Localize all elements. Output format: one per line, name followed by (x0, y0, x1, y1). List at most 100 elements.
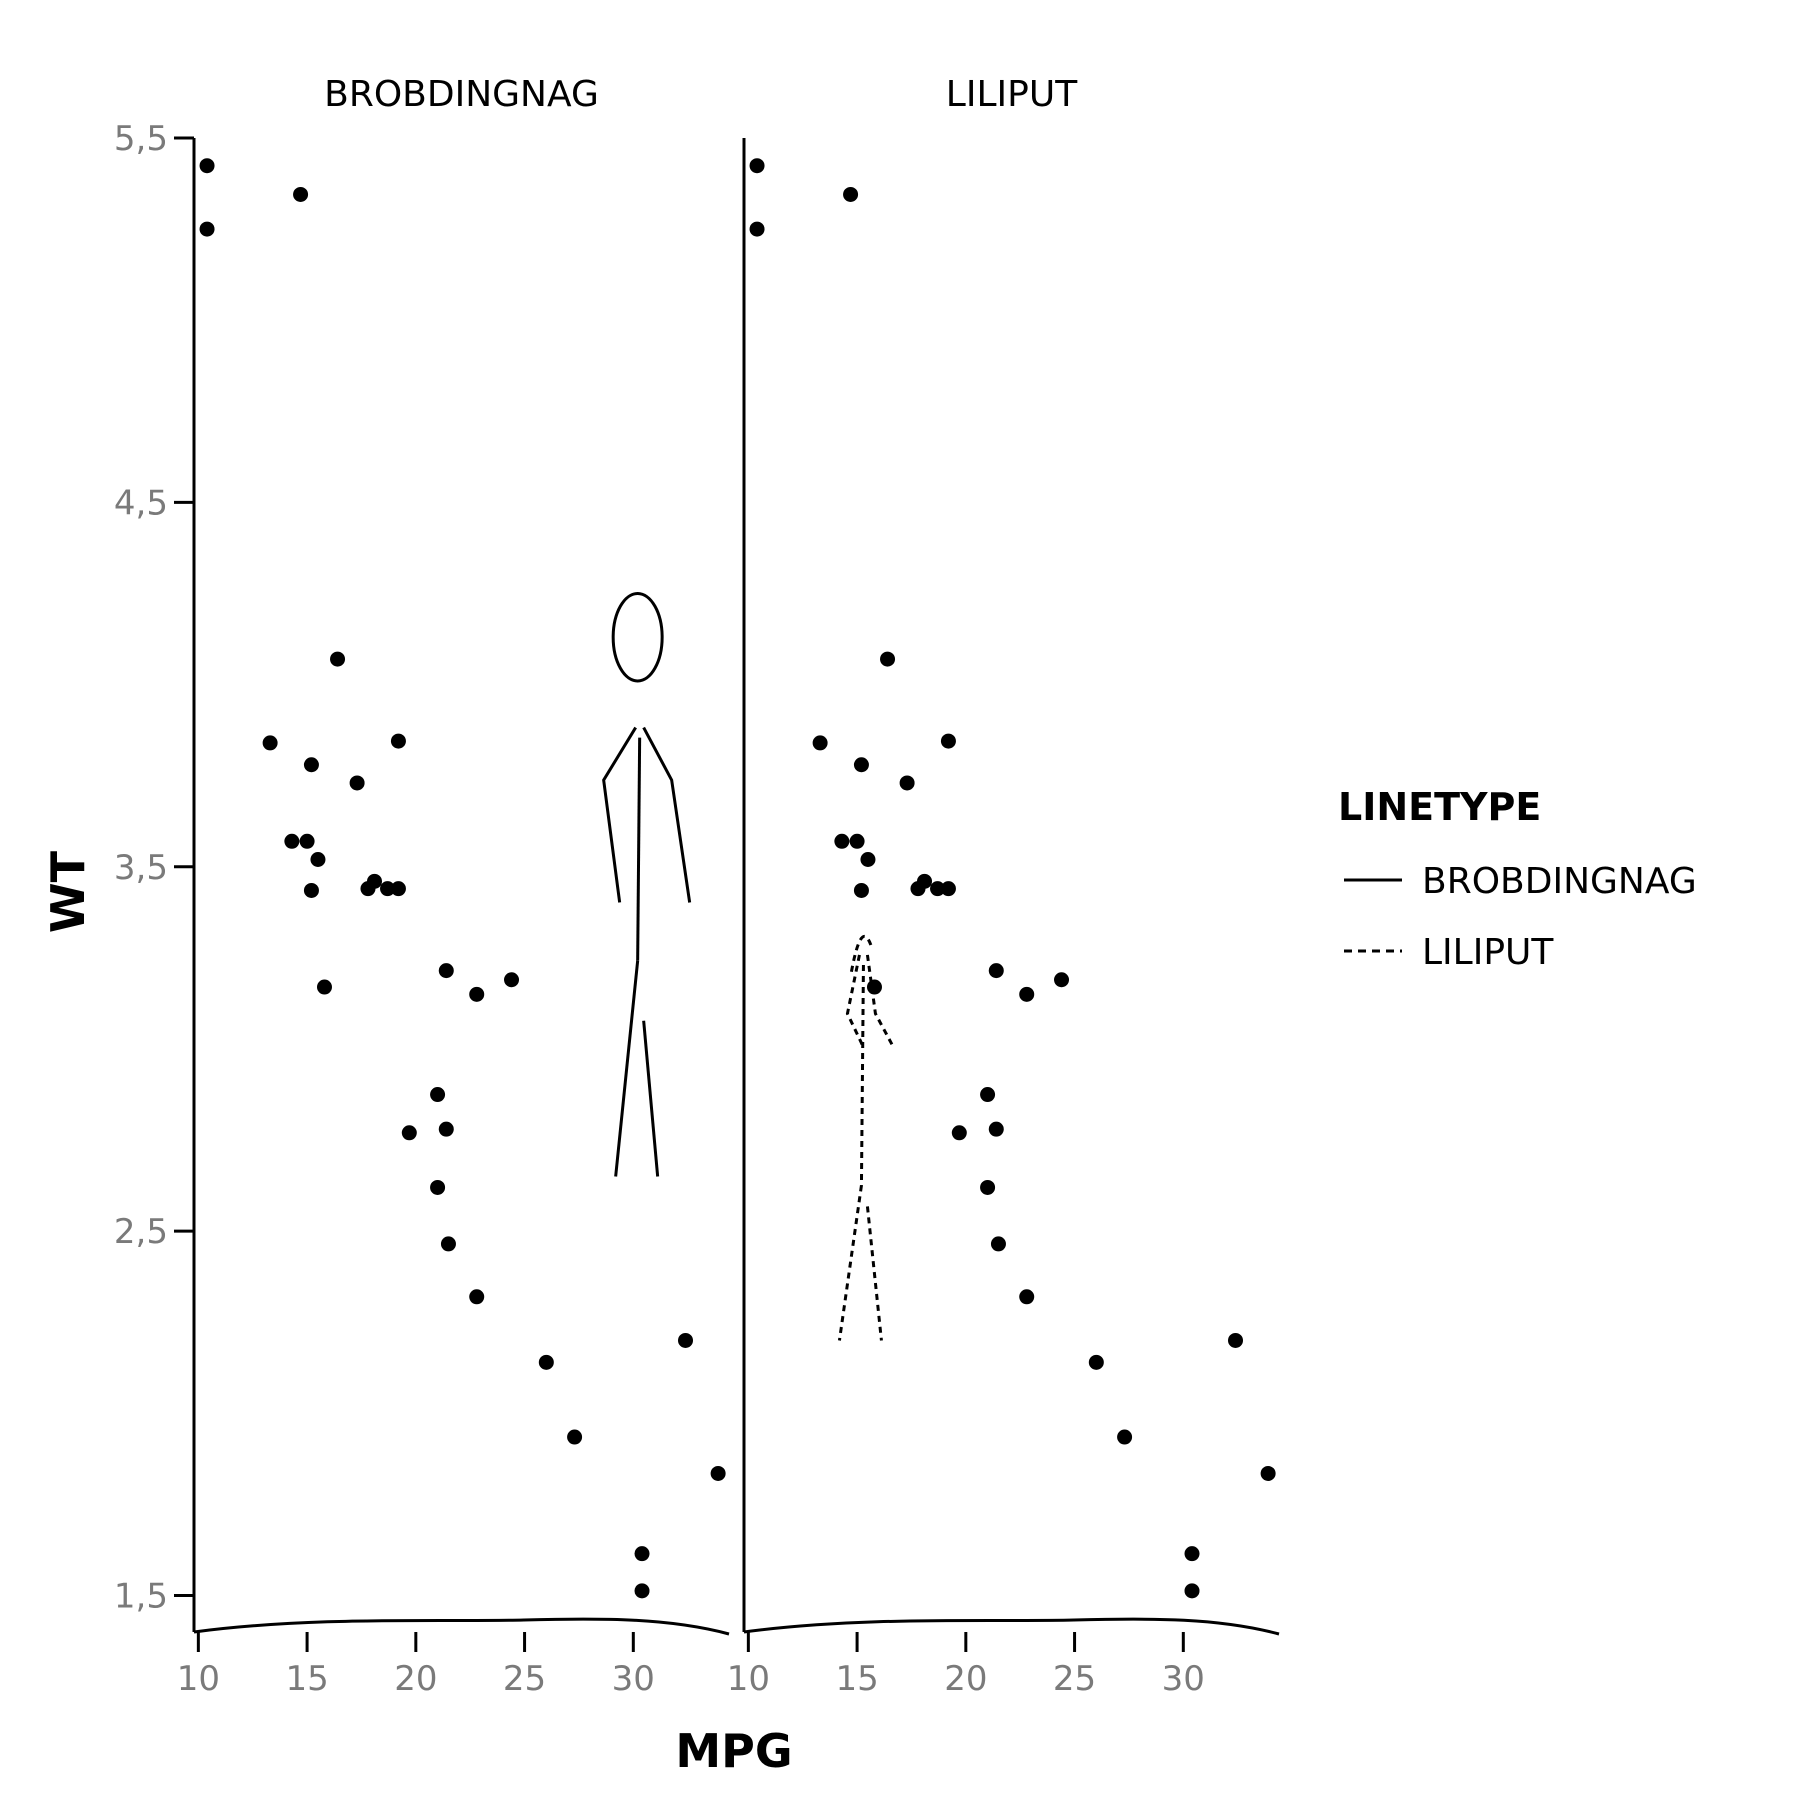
data-point (330, 651, 346, 667)
figure-left-arm (845, 954, 865, 1048)
x-axis-line (193, 1617, 730, 1636)
data-point (262, 735, 278, 751)
data-point (749, 221, 765, 237)
data-point (853, 882, 869, 898)
figure-right-leg (865, 1206, 883, 1341)
y-tick-label: 4,5 (114, 483, 168, 523)
data-point (988, 963, 1004, 979)
panels: BROBDINGNAG 10 15 20 25 30 LILIPUT 10 15 20 25 30 (177, 74, 1280, 1699)
data-point (951, 1125, 967, 1141)
data-point (1228, 1332, 1244, 1348)
data-point (1117, 1429, 1133, 1445)
data-point (469, 986, 485, 1002)
figure-torso (859, 964, 865, 1186)
data-point (430, 1087, 446, 1103)
figure-left-leg (614, 960, 640, 1177)
x-tick-label: 15 (835, 1659, 878, 1699)
panel-0: BROBDINGNAG 10 15 20 25 30 (177, 74, 730, 1699)
data-point (930, 881, 946, 897)
x-tick-label: 15 (285, 1659, 328, 1699)
data-point (293, 186, 309, 202)
data-point (866, 979, 882, 995)
x-tick-label: 20 (394, 1659, 437, 1699)
data-point (367, 873, 383, 889)
data-point (1184, 1583, 1200, 1599)
x-tick-label: 25 (1053, 1659, 1096, 1699)
data-point (853, 757, 869, 773)
axes: 1,5 2,5 3,5 4,5 5,5 (114, 119, 196, 1632)
data-point (843, 186, 859, 202)
figure-right-leg (642, 1020, 660, 1177)
x-tick-label: 10 (727, 1659, 770, 1699)
y-tick-label: 1,5 (114, 1577, 168, 1617)
data-point (749, 158, 765, 174)
data-point (380, 881, 396, 897)
data-point (834, 833, 850, 849)
data-point (430, 1179, 446, 1195)
data-point (1088, 1354, 1104, 1370)
data-point (390, 733, 406, 749)
figure-head (849, 934, 873, 972)
data-point (899, 775, 915, 791)
x-tick-label: 30 (612, 1659, 655, 1699)
legend-label-liliput: LILIPUT (1422, 932, 1554, 973)
data-point (303, 882, 319, 898)
y-tick-label: 5,5 (114, 119, 168, 159)
data-point (1184, 1546, 1200, 1562)
y-tick-label: 2,5 (114, 1212, 168, 1252)
data-point (438, 963, 454, 979)
data-point (199, 221, 215, 237)
data-point (812, 735, 828, 751)
data-point (1260, 1465, 1276, 1481)
data-point (634, 1583, 650, 1599)
x-tick-label: 20 (944, 1659, 987, 1699)
data-point (199, 158, 215, 174)
data-point (299, 833, 315, 849)
data-point (860, 851, 876, 867)
data-point (440, 1236, 456, 1252)
data-point (880, 651, 896, 667)
data-point (303, 757, 319, 773)
data-point (988, 1121, 1004, 1137)
data-point (438, 1121, 454, 1137)
y-tick-label: 3,5 (114, 848, 168, 888)
x-tick-label: 10 (177, 1659, 220, 1699)
data-point (1019, 1289, 1035, 1305)
data-point (940, 733, 956, 749)
x-tick-label: 30 (1162, 1659, 1205, 1699)
data-point (349, 775, 365, 791)
legend: LINETYPE BROBDINGNAG LILIPUT (1338, 785, 1697, 973)
data-point (469, 1289, 485, 1305)
data-point (284, 833, 300, 849)
data-point (678, 1332, 694, 1348)
data-point (917, 873, 933, 889)
legend-title: LINETYPE (1338, 785, 1541, 829)
panel-strip-label: LILIPUT (946, 74, 1078, 115)
x-tick-label: 25 (503, 1659, 546, 1699)
legend-label-brobdingnag: BROBDINGNAG (1422, 861, 1697, 902)
data-point (316, 979, 332, 995)
data-point (390, 881, 406, 897)
data-point (401, 1125, 417, 1141)
data-point (980, 1087, 996, 1103)
figure-left-leg (837, 1185, 863, 1341)
figure-right-arm (865, 954, 895, 1048)
panel-1: LILIPUT 10 15 20 25 30 (727, 74, 1280, 1699)
stick-figure-1 (837, 934, 895, 1341)
x-axis-line (743, 1617, 1280, 1636)
panel-strip-label: BROBDINGNAG (324, 74, 599, 115)
data-point (634, 1546, 650, 1562)
figure-left-arm (602, 726, 637, 903)
data-point (310, 851, 326, 867)
data-point (849, 833, 865, 849)
figure-head (611, 591, 664, 683)
data-point (504, 972, 520, 988)
y-axis-title: WT (41, 850, 95, 933)
data-point (1054, 972, 1070, 988)
data-point (1019, 986, 1035, 1002)
x-axis-title: MPG (675, 1724, 792, 1778)
data-point (710, 1465, 726, 1481)
data-point (567, 1429, 583, 1445)
data-point (990, 1236, 1006, 1252)
